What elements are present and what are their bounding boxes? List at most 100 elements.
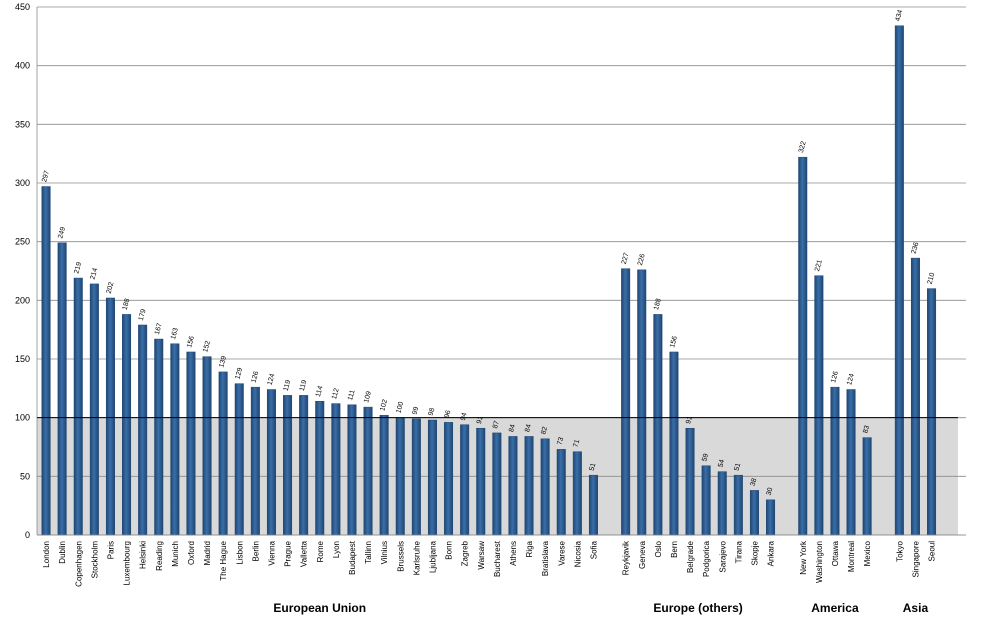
category-label: Copenhagen xyxy=(74,541,83,587)
category-label: Brussels xyxy=(396,541,405,572)
category-label: Paris xyxy=(106,541,115,559)
data-label: 111 xyxy=(347,389,357,401)
data-label: 94 xyxy=(460,412,469,421)
bar xyxy=(395,417,405,536)
category-label: Belgrade xyxy=(686,540,695,573)
bar xyxy=(41,186,51,536)
data-label: 210 xyxy=(927,272,937,285)
bar xyxy=(363,406,373,536)
category-label: Budapest xyxy=(348,540,357,575)
data-label: 188 xyxy=(122,298,132,311)
bar xyxy=(798,156,808,536)
category-label: Valletta xyxy=(300,540,309,567)
data-label: 124 xyxy=(846,373,856,386)
y-tick-label: 300 xyxy=(15,178,30,188)
bar xyxy=(266,389,276,536)
bar xyxy=(556,449,566,536)
data-label: 124 xyxy=(267,373,277,386)
data-label: 83 xyxy=(862,425,871,434)
bar xyxy=(588,474,598,536)
data-label: 188 xyxy=(653,298,663,311)
bar xyxy=(411,418,421,536)
category-label: Montreal xyxy=(847,541,856,572)
data-label: 82 xyxy=(540,426,549,435)
category-label: London xyxy=(42,541,51,568)
bar xyxy=(315,400,325,536)
data-label: 54 xyxy=(717,459,726,468)
bar xyxy=(105,297,115,536)
category-label: Berlin xyxy=(251,541,260,561)
category-label: Oxford xyxy=(187,541,196,565)
category-label: Podgorica xyxy=(702,540,711,577)
bar xyxy=(299,395,309,536)
data-label: 98 xyxy=(428,407,437,416)
category-label: Prague xyxy=(284,540,293,566)
bar xyxy=(524,436,534,536)
data-label: 214 xyxy=(90,267,100,280)
category-label: Reading xyxy=(155,541,164,571)
bar xyxy=(637,269,647,536)
category-label: Skopje xyxy=(750,540,759,565)
y-tick-label: 450 xyxy=(15,2,30,12)
data-label: 139 xyxy=(218,355,228,368)
y-tick-label: 0 xyxy=(25,530,30,540)
category-label: Tokyo xyxy=(895,540,904,561)
data-label: 227 xyxy=(621,252,631,265)
category-label: Athens xyxy=(509,541,518,566)
data-label: 114 xyxy=(315,385,325,398)
y-tick-label: 50 xyxy=(20,471,30,481)
data-label: 119 xyxy=(283,379,293,392)
bar xyxy=(653,314,663,536)
data-label: 96 xyxy=(444,409,453,418)
bar xyxy=(347,404,357,536)
data-label: 126 xyxy=(830,370,840,383)
category-label: Bucharest xyxy=(493,540,502,577)
bar xyxy=(492,432,502,536)
category-label: The Hague xyxy=(219,540,228,580)
data-label: 236 xyxy=(911,241,921,254)
bar xyxy=(830,386,840,536)
bar xyxy=(138,324,148,536)
category-label: Dublin xyxy=(58,541,67,564)
bar xyxy=(572,451,582,536)
data-label: 434 xyxy=(895,9,905,22)
category-label: Luxembourg xyxy=(123,541,132,585)
bar xyxy=(910,257,920,536)
bar xyxy=(460,424,470,536)
data-label: 167 xyxy=(154,322,164,335)
y-tick-label: 150 xyxy=(15,354,30,364)
bar xyxy=(427,419,437,536)
bar xyxy=(476,427,486,536)
category-label: Bern xyxy=(670,541,679,558)
category-label: Oslo xyxy=(654,540,663,557)
bar xyxy=(621,268,631,536)
bar xyxy=(57,242,67,536)
bar xyxy=(170,343,180,536)
category-label: Vienna xyxy=(267,540,276,565)
data-label: 221 xyxy=(814,259,824,272)
category-label: Zagreb xyxy=(461,540,470,566)
y-tick-label: 400 xyxy=(15,61,30,71)
category-label: Stockholm xyxy=(90,541,99,579)
data-label: 202 xyxy=(106,281,116,294)
bar xyxy=(122,314,132,536)
group-label: America xyxy=(811,601,859,615)
group-label: Europe (others) xyxy=(653,601,742,615)
y-tick-label: 100 xyxy=(15,413,30,423)
bar xyxy=(814,275,824,536)
category-label: Varese xyxy=(557,540,566,565)
bar xyxy=(379,415,389,536)
bar xyxy=(766,499,776,536)
data-label: 163 xyxy=(170,327,180,340)
category-label: Karlsruhe xyxy=(412,540,421,575)
bar xyxy=(927,288,937,536)
category-label: New York xyxy=(799,540,808,575)
y-tick-label: 200 xyxy=(15,295,30,305)
data-label: 87 xyxy=(492,420,501,429)
bar xyxy=(331,403,341,536)
bar xyxy=(89,283,99,536)
category-label: Sarajevo xyxy=(718,540,727,572)
category-label: Ljubljana xyxy=(428,540,437,573)
bar xyxy=(444,422,454,536)
